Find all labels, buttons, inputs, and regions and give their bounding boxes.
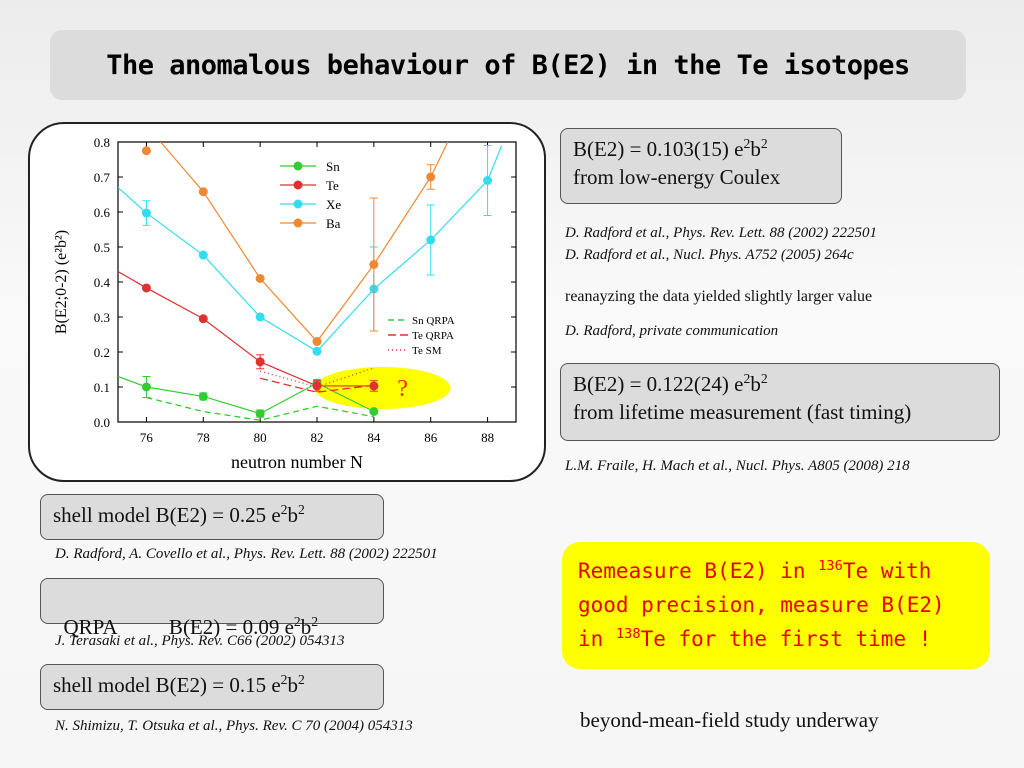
theory-line-sn-qrpa xyxy=(146,396,374,421)
data-point-te xyxy=(198,314,208,324)
bE2-chart: 0.0 0.1 0.2 0.3 0.4 0.5 0.6 0.7 0.8 76 78 80 82 84 86 8… xyxy=(53,135,517,472)
legend-label-xe: Xe xyxy=(326,197,341,212)
coulex-box: B(E2) = 0.103(15) e2b2 from low-energy C… xyxy=(560,128,842,204)
reanalysis-note: reanayzing the data yielded slightly lar… xyxy=(565,288,873,305)
question-mark: ? xyxy=(397,376,408,402)
data-point-te xyxy=(141,283,151,293)
callout-line-1: Remeasure B(E2) in 136Te with xyxy=(578,558,932,583)
legend-label-te-qrpa: Te QRPA xyxy=(412,330,454,342)
lifetime-value: B(E2) = 0.122(24) e2b2 xyxy=(573,371,768,396)
data-point-te xyxy=(312,381,322,391)
y-tick-label: 0.8 xyxy=(94,135,110,150)
shell-model-box-1: shell model B(E2) = 0.25 e2b2 xyxy=(40,494,384,540)
trend-line xyxy=(118,375,375,415)
data-point-ba xyxy=(369,260,379,269)
ref-radford-npa: D. Radford et al., Nucl. Phys. A752 (200… xyxy=(565,247,854,263)
x-tick-label: 88 xyxy=(481,430,494,445)
callout-line-2: good precision, measure B(E2) xyxy=(578,593,945,617)
data-point-xe xyxy=(198,250,208,260)
data-point-xe xyxy=(483,176,493,185)
ref-shimizu: N. Shimizu, T. Otsuka et al., Phys. Rev.… xyxy=(55,718,413,734)
y-tick-label: 0.6 xyxy=(94,205,111,220)
coulex-method: from low-energy Coulex xyxy=(573,165,781,189)
ref-private-communication: D. Radford, private communication xyxy=(565,323,779,339)
data-point-ba xyxy=(255,274,265,283)
lifetime-method: from lifetime measurement (fast timing) xyxy=(573,400,912,424)
legend-marker-xe xyxy=(293,199,303,209)
trend-line xyxy=(118,270,374,387)
legend-label-te: Te xyxy=(326,178,339,193)
x-tick-label: 84 xyxy=(367,430,381,445)
y-tick-label: 0.2 xyxy=(94,345,110,360)
remeasure-callout: Remeasure B(E2) in 136Te with good preci… xyxy=(562,542,990,669)
x-axis-label: neutron number N xyxy=(231,452,363,472)
title-banner: The anomalous behaviour of B(E2) in the … xyxy=(50,30,966,100)
data-point-ba xyxy=(312,337,322,346)
data-point-xe xyxy=(255,312,265,322)
y-tick-label: 0.0 xyxy=(94,415,110,430)
ref-terasaki: J. Terasaki et al., Phys. Rev. C66 (2002… xyxy=(55,633,345,649)
theory-line-te-qrpa xyxy=(259,377,374,393)
data-point-xe xyxy=(426,235,436,245)
data-point-ba xyxy=(198,187,208,197)
data-point-sn xyxy=(141,382,151,392)
legend-label-ba: Ba xyxy=(326,216,341,231)
data-point-ba xyxy=(426,172,436,182)
plot-area: ? xyxy=(118,142,503,421)
data-point-sn xyxy=(255,409,265,419)
data-point-xe xyxy=(312,346,322,356)
lifetime-box: B(E2) = 0.122(24) e2b2 from lifetime mea… xyxy=(560,363,1000,441)
data-point-sn xyxy=(369,407,379,416)
legend-marker-sn xyxy=(293,161,303,171)
legend-marker-ba xyxy=(293,218,303,228)
x-tick-label: 86 xyxy=(424,430,438,445)
data-point-sn xyxy=(198,391,208,401)
y-tick-label: 0.1 xyxy=(94,380,110,395)
legend-label-te-sm: Te SM xyxy=(412,345,442,357)
shell-model-box-2: shell model B(E2) = 0.15 e2b2 xyxy=(40,664,384,710)
legend-marker-te xyxy=(293,180,303,190)
slide-title: The anomalous behaviour of B(E2) in the … xyxy=(106,49,910,81)
y-tick-label: 0.3 xyxy=(94,310,110,325)
ref-covello: D. Radford, A. Covello et al., Phys. Rev… xyxy=(55,546,438,562)
data-point-te xyxy=(255,357,265,367)
data-point-ba xyxy=(141,146,151,156)
data-point-te xyxy=(369,381,379,391)
y-axis-label: B(E2;0-2) (e²b²) xyxy=(53,230,70,334)
callout-line-3: in 138Te for the first time ! xyxy=(578,626,932,651)
highlight-ellipse xyxy=(314,367,451,409)
legend-label-sn-qrpa: Sn QRPA xyxy=(412,315,455,327)
ref-fraile: L.M. Fraile, H. Mach et al., Nucl. Phys.… xyxy=(565,458,910,474)
chart-frame: 0.0 0.1 0.2 0.3 0.4 0.5 0.6 0.7 0.8 76 78 80 82 84 86 8… xyxy=(28,122,546,482)
ref-radford-prl: D. Radford et al., Phys. Rev. Lett. 88 (… xyxy=(565,225,878,241)
x-tick-label: 78 xyxy=(197,430,210,445)
y-tick-label: 0.4 xyxy=(94,275,111,290)
data-point-xe xyxy=(141,208,151,218)
x-tick-label: 76 xyxy=(140,430,154,445)
coulex-value: B(E2) = 0.103(15) e2b2 xyxy=(573,136,768,161)
y-tick-label: 0.7 xyxy=(94,170,111,185)
qrpa-box: QRPA B(E2) = 0.09 e2b2 xyxy=(40,578,384,639)
footer-note: beyond-mean-field study underway xyxy=(580,708,879,732)
legend-label-sn: Sn xyxy=(326,159,340,174)
x-tick-label: 82 xyxy=(311,430,324,445)
x-tick-label: 80 xyxy=(254,430,267,445)
y-tick-label: 0.5 xyxy=(94,240,110,255)
trend-line xyxy=(160,142,449,343)
